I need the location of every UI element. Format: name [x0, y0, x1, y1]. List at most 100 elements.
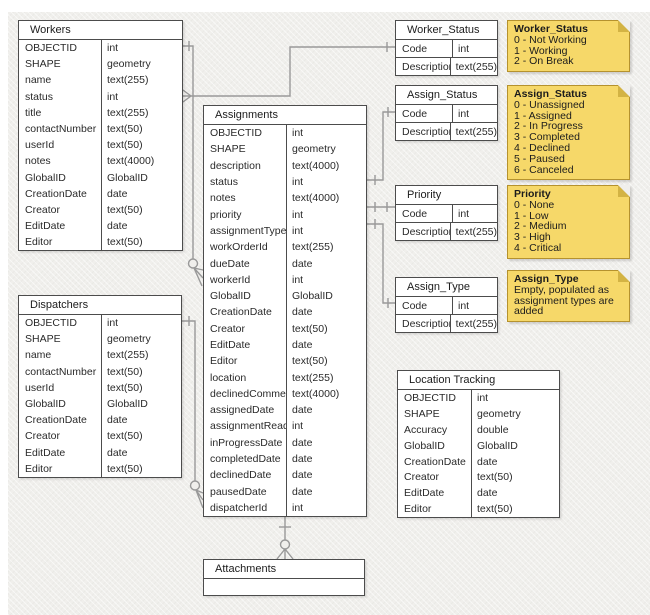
- field-name: dueDate: [210, 257, 250, 270]
- field-row-dueDate: dueDate date: [204, 255, 366, 272]
- note-title: Worker_Status: [514, 23, 588, 35]
- entity-attachments[interactable]: Attachments: [203, 559, 365, 596]
- field-type: int: [101, 315, 181, 332]
- rel-assignments-priority-to-priority[interactable]: [367, 202, 395, 212]
- field-name: declinedDate: [210, 469, 272, 482]
- field-type: text(4000): [286, 157, 366, 174]
- field-row-Creator: Creator text(50): [398, 469, 559, 486]
- note-line: assignment types are added: [514, 294, 614, 318]
- entity-assignments-title: Assignments: [204, 106, 366, 125]
- field-name: assignmentRead: [210, 420, 286, 433]
- field-row-Code: Code int: [396, 297, 497, 314]
- field-name: OBJECTID: [25, 317, 77, 330]
- field-row-assignmentType: assignmentType int: [204, 222, 366, 240]
- field-row-CreationDate: CreationDate date: [19, 185, 182, 202]
- entity-assign-status[interactable]: Assign_Status Code int Description text(255): [395, 85, 498, 141]
- field-type: int: [286, 418, 366, 435]
- field-type: text(50): [101, 363, 181, 380]
- field-name: CreationDate: [404, 455, 466, 468]
- field-row-status: status int: [19, 88, 182, 105]
- field-row-pausedDate: pausedDate date: [204, 483, 366, 500]
- field-type: geometry: [101, 331, 181, 348]
- note-line: 0 - Unassigned: [514, 98, 585, 111]
- field-type: text(50): [101, 460, 181, 477]
- field-type: int: [286, 206, 366, 223]
- field-row-Code: Code int: [396, 205, 497, 222]
- field-name: workerId: [210, 273, 251, 286]
- rel-assignments-type-to-assign-type[interactable]: [367, 219, 395, 308]
- field-name: name: [25, 349, 52, 362]
- entity-priority-title: Priority: [396, 186, 497, 205]
- field-row-assignmentRead: assignmentRead int: [204, 418, 366, 435]
- field-row-declinedComment: declinedCommenttext(4000): [204, 385, 366, 403]
- field-name: assignedDate: [210, 404, 275, 417]
- field-type: int: [286, 222, 366, 240]
- entity-dispatchers[interactable]: Dispatchers OBJECTID int SHAPE geometry name t…: [18, 295, 182, 478]
- field-type: date: [286, 402, 366, 419]
- entity-location-tracking-title: Location Tracking: [398, 371, 559, 390]
- field-row-SHAPE: SHAPE geometry: [19, 331, 181, 348]
- field-type: text(50): [471, 501, 559, 518]
- field-type: date: [101, 185, 182, 202]
- field-type: text(255): [101, 72, 182, 89]
- field-type: text(255): [101, 104, 182, 121]
- field-type: date: [286, 483, 366, 500]
- entity-dispatchers-title: Dispatchers: [19, 296, 181, 315]
- note-assign-type-note[interactable]: Assign_Type Empty, populated as assignment…: [507, 270, 630, 323]
- field-type: int: [452, 297, 497, 314]
- field-name: CreationDate: [25, 187, 87, 200]
- field-type: text(255): [449, 315, 497, 332]
- field-row-userId: userId text(50): [19, 379, 181, 396]
- note-title: Assign_Type: [514, 273, 579, 285]
- field-type: date: [286, 304, 366, 321]
- note-worker-status-note[interactable]: Worker_Status 0 - Not Working 1 - Working 2…: [507, 20, 630, 73]
- field-name: Description: [402, 317, 450, 330]
- field-row-name: name text(255): [19, 347, 181, 364]
- field-row-SHAPE: SHAPE geometry: [204, 141, 366, 158]
- field-type: int: [286, 125, 366, 142]
- rel-workers-status-to-worker-status[interactable]: [182, 42, 395, 103]
- field-type: double: [471, 421, 559, 438]
- note-assign-status-note[interactable]: Assign_Status 0 - Unassigned 1 - Assigned 2…: [507, 85, 630, 181]
- field-row-completedDate: completedDate date: [204, 450, 366, 468]
- field-row-EditDate: EditDate date: [19, 444, 181, 461]
- field-type: geometry: [286, 141, 366, 158]
- field-row-EditDate: EditDate date: [398, 485, 559, 502]
- field-row-description: description text(4000): [204, 157, 366, 174]
- note-line: 3 - High: [514, 231, 551, 244]
- note-line: 5 - Paused: [514, 152, 565, 165]
- entity-worker-status[interactable]: Worker_Status Code int Description text(255): [395, 20, 498, 76]
- field-type: date: [286, 434, 366, 451]
- entity-workers[interactable]: Workers OBJECTID int SHAPE geometry name text(…: [18, 20, 183, 252]
- field-type: text(50): [286, 320, 366, 337]
- note-line: 4 - Critical: [514, 241, 562, 254]
- note-line: 1 - Working: [514, 44, 568, 57]
- field-name: notes: [210, 192, 236, 205]
- field-row-workerId: workerId int: [204, 271, 366, 288]
- note-line: 2 - On Break: [514, 55, 574, 68]
- field-type: text(255): [449, 223, 497, 240]
- field-type: text(255): [449, 123, 497, 140]
- field-row-declinedDate: declinedDate date: [204, 467, 366, 484]
- note-line: 1 - Low: [514, 209, 549, 222]
- field-name: userId: [25, 381, 55, 394]
- note-priority-note[interactable]: Priority 0 - None 1 - Low 2 - Medium 3 - Hig…: [507, 185, 630, 259]
- field-type: text(50): [101, 137, 182, 154]
- entity-priority[interactable]: Priority Code int Description text(255): [395, 185, 498, 241]
- field-row-dispatcherId: dispatcherId int: [204, 499, 366, 517]
- field-name: userId: [25, 139, 55, 152]
- field-name: SHAPE: [210, 143, 246, 156]
- field-row-SHAPE: SHAPE geometry: [19, 56, 182, 73]
- field-name: SHAPE: [25, 333, 61, 346]
- field-row-workOrderId: workOrderId text(255): [204, 239, 366, 256]
- field-type: date: [286, 336, 366, 354]
- field-type: text(50): [286, 353, 366, 370]
- entity-assign-type[interactable]: Assign_Type Code int Description text(255): [395, 277, 498, 333]
- note-line: 2 - Medium: [514, 220, 567, 233]
- entity-assignments[interactable]: Assignments OBJECTID int SHAPE geometry descr…: [203, 105, 367, 518]
- field-name: EditDate: [25, 220, 66, 233]
- field-name: Editor: [210, 355, 238, 368]
- field-name: location: [210, 371, 247, 384]
- entity-location-tracking[interactable]: Location Tracking OBJECTID int SHAPE geometr…: [397, 370, 560, 519]
- rel-assignments-status-to-assign-status[interactable]: [367, 107, 395, 185]
